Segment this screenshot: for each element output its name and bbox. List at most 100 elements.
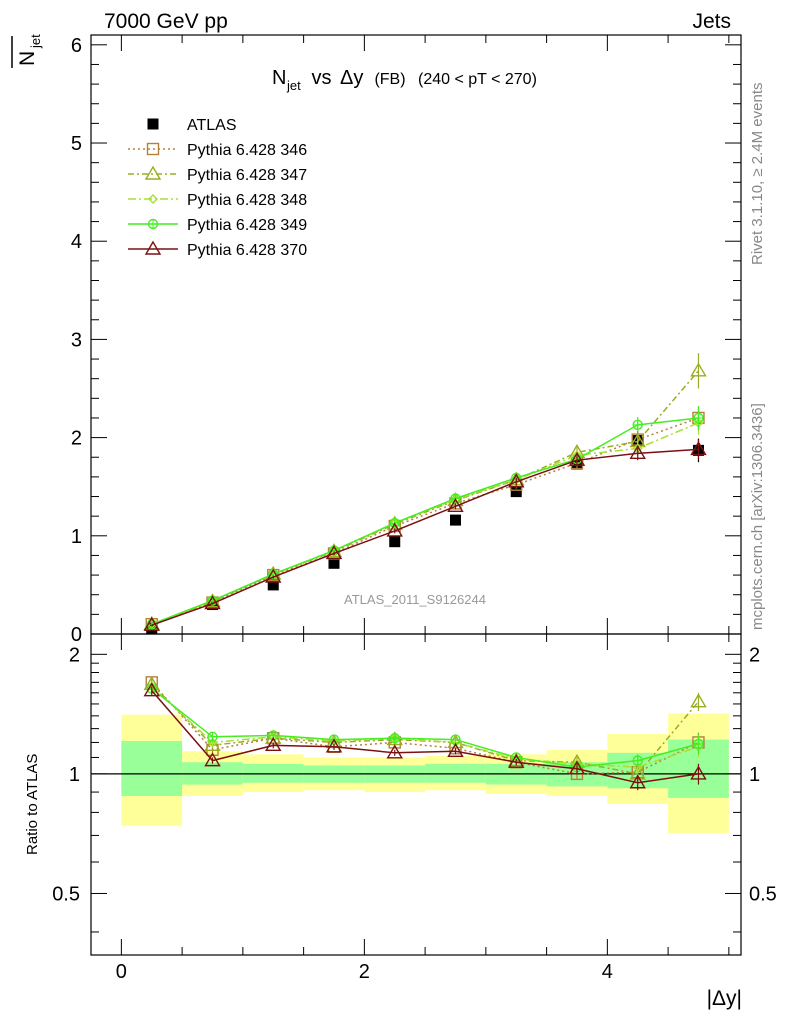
mc-point-p370	[690, 441, 707, 456]
legend-item-p349: Pythia 6.428 349	[128, 217, 307, 234]
top-panel: 0 1 2 3 4 5 6 N jet vs Δy (FB) (240 < pT < 270…	[71, 34, 742, 646]
mc-line-p349	[151, 417, 699, 625]
legend-label-p347: Pythia 6.428 347	[187, 167, 307, 184]
legend-marker-atlas	[147, 118, 159, 130]
title-jet: jet	[286, 78, 301, 93]
data-point	[510, 486, 522, 498]
xtick-label: 4	[602, 961, 613, 983]
mc-point-p370	[386, 522, 403, 537]
ratio-point-p370	[143, 682, 160, 697]
bottom-panel: 0.5 0.5 1 1 2 2 0 2 4 Ratio to ATLAS |Δy|	[24, 633, 777, 1010]
ratio-line-p370	[151, 690, 699, 784]
ratio-point-p370	[325, 738, 343, 753]
header-right: Jets	[692, 10, 731, 33]
band-inner	[242, 763, 304, 783]
ratio-point-p370	[204, 752, 221, 767]
mc-point-p370	[143, 616, 160, 631]
legend-marker-p348	[148, 194, 158, 204]
legend-label-atlas: ATLAS	[187, 117, 237, 134]
title-n: N	[272, 67, 286, 89]
legend: ATLAS Pythia 6.428 346 Pythia 6.428 347 Pyt…	[128, 117, 307, 259]
ratio-line-p346	[151, 681, 699, 775]
ratio-ytick-label: 0.5	[52, 883, 80, 905]
mcplots-label: mcplots.cern.ch [arXiv:1306.3436]	[749, 403, 766, 630]
ratio-ytick-label: 2	[69, 644, 80, 666]
ratio-point-p370	[690, 765, 707, 780]
legend-label-p348: Pythia 6.428 348	[187, 192, 307, 209]
ratio-line-p349	[151, 687, 699, 768]
mc-point-p370	[629, 444, 646, 460]
legend-label-p346: Pythia 6.428 346	[187, 142, 307, 159]
title-fb: (FB)	[370, 71, 410, 88]
mc-point-p370	[447, 497, 464, 513]
legend-item-p346: Pythia 6.428 346	[128, 142, 307, 159]
xaxis-label: |Δy|	[707, 987, 742, 1010]
ratio-point-p370	[568, 760, 586, 775]
legend-marker-p370	[144, 240, 162, 255]
data-point	[267, 579, 279, 591]
mc-point-p370	[204, 595, 221, 610]
ratio-line-p348	[151, 685, 699, 768]
ratio-point-p370	[265, 736, 282, 752]
ratio-point-p370	[629, 774, 646, 789]
mc-point-p370	[325, 545, 343, 560]
ratio-ylabel: Ratio to ATLAS	[24, 754, 41, 855]
ratio-point-p348	[632, 762, 643, 773]
legend-item-atlas: ATLAS	[147, 117, 237, 134]
mc-line-p370	[151, 448, 699, 626]
mc-point-p370	[508, 473, 525, 488]
ratio-point-p370	[508, 753, 525, 768]
top-plot-area	[143, 353, 707, 634]
ratio-ytick-label-right: 2	[749, 644, 760, 666]
legend-marker-p347	[144, 165, 162, 180]
xtick-label: 2	[359, 961, 370, 983]
legend-item-p348: Pythia 6.428 348	[128, 192, 307, 209]
band-inner	[121, 741, 183, 796]
watermark: ATLAS_2011_S9126244	[344, 592, 486, 607]
ratio-point-p370	[447, 742, 464, 757]
top-ylabel: N jet	[11, 34, 43, 68]
ytick-label: 4	[71, 231, 82, 253]
legend-item-p347: Pythia 6.428 347	[128, 165, 307, 184]
ytick-label: 6	[71, 35, 82, 57]
title-cut: (240 < pT < 270)	[418, 71, 537, 88]
top-ylabel-sub: jet	[28, 34, 43, 49]
mc-point-p347	[690, 362, 707, 377]
top-yaxis: 0 1 2 3 4 5 6	[71, 35, 741, 646]
ytick-label: 1	[71, 526, 82, 548]
mc-line-p347	[151, 370, 700, 625]
top-xaxis	[120, 35, 730, 634]
ratio-ytick-label: 1	[69, 764, 80, 786]
ratio-ytick-label-right: 1	[749, 764, 760, 786]
bottom-frame	[90, 633, 742, 956]
mc-point-p370	[265, 568, 282, 583]
band-inner	[425, 763, 486, 783]
ratio-ytick-label-right: 0.5	[749, 883, 777, 905]
ratio-yaxis: 0.5 0.5 1 1 2 2	[52, 644, 777, 933]
legend-item-p370: Pythia 6.428 370	[128, 240, 307, 259]
ratio-point-p347	[204, 736, 221, 752]
rivet-label: Rivet 3.1.10, ≥ 2.4M events	[749, 83, 766, 266]
title-delta: Δy	[340, 67, 363, 89]
ratio-plot-area	[91, 676, 741, 833]
data-point	[328, 557, 340, 569]
ratio-point-p370	[386, 744, 403, 759]
ratio-xaxis: 0 2 4	[116, 634, 730, 983]
xtick-label: 0	[116, 961, 127, 983]
ytick-label: 2	[71, 428, 82, 450]
legend-label-p349: Pythia 6.428 349	[187, 217, 307, 234]
ytick-label: 3	[71, 329, 82, 351]
legend-label-p370: Pythia 6.428 370	[187, 242, 307, 259]
title-vs: vs	[306, 67, 337, 89]
ratio-point-p347	[690, 693, 707, 708]
chart-title: N jet vs Δy (FB) (240 < pT < 270)	[272, 67, 537, 93]
legend-marker-p346	[146, 142, 160, 156]
ytick-label: 5	[71, 133, 82, 155]
ytick-label: 0	[71, 624, 82, 646]
data-point	[449, 514, 461, 526]
header-left: 7000 GeV pp	[104, 10, 228, 33]
data-point	[389, 536, 401, 548]
mc-point-p370	[568, 451, 586, 466]
top-ylabel-main: N	[16, 51, 39, 66]
